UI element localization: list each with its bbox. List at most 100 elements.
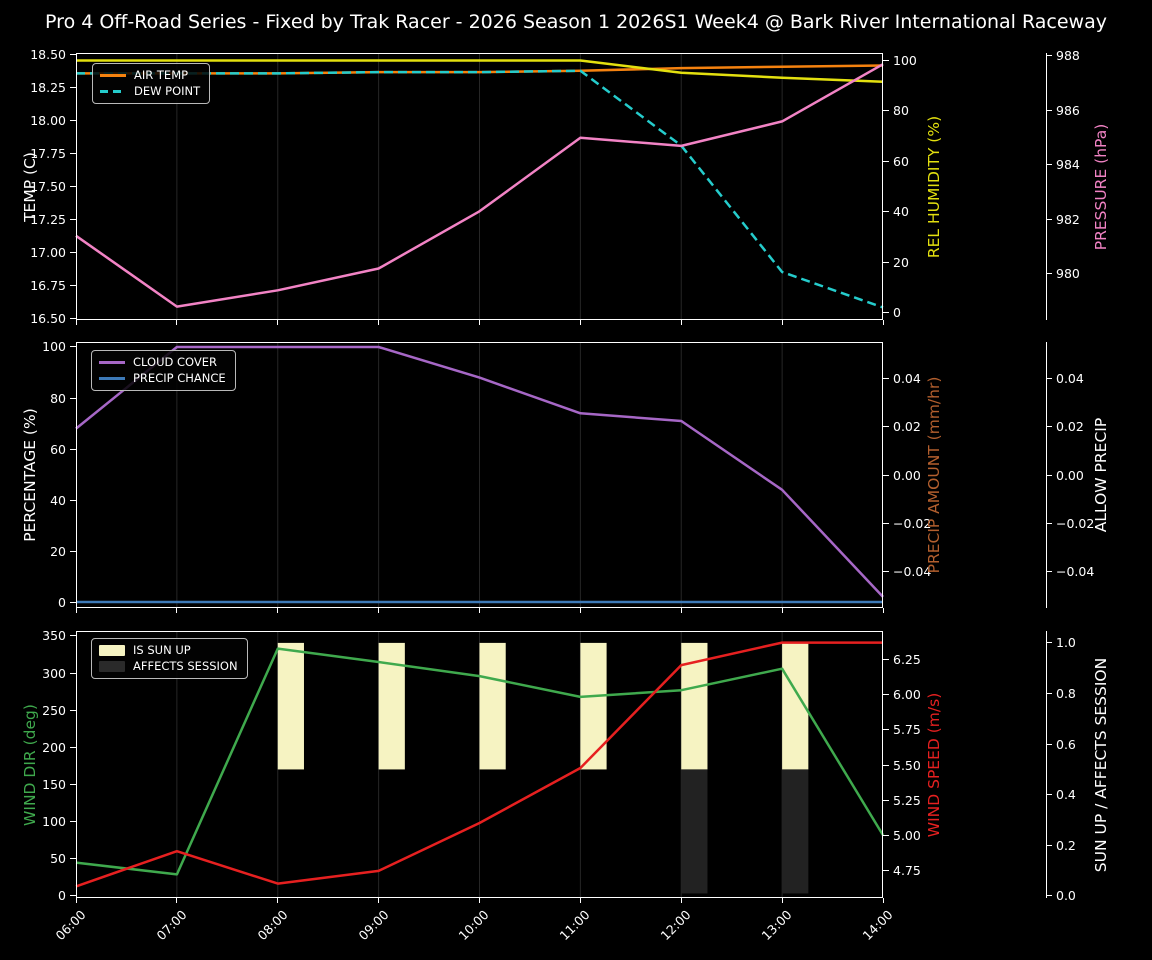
x-tick bbox=[378, 320, 380, 325]
wind-speed-m-s-tick bbox=[883, 870, 889, 872]
wind-speed-m-s-tick bbox=[883, 658, 889, 660]
air-temp-swatch bbox=[100, 73, 126, 78]
x-tick bbox=[277, 898, 279, 903]
temp-c-tick bbox=[70, 120, 76, 122]
wind-dir-deg-tick-label: 50 bbox=[50, 851, 66, 867]
precip-amount-mm-hr-tick bbox=[883, 377, 889, 379]
wind-speed-m-s-tick bbox=[883, 835, 889, 837]
rel-humidity-tick-label: 40 bbox=[893, 204, 909, 220]
legend-label: PRECIP CHANCE bbox=[133, 371, 226, 385]
cloud-cover-swatch bbox=[99, 360, 125, 365]
rel-humidity-tick bbox=[883, 211, 889, 213]
allow-precip-tick-label: 0.04 bbox=[1056, 370, 1084, 386]
sun-up-affects-session-tick-label: 0.6 bbox=[1056, 736, 1076, 752]
x-tick bbox=[277, 320, 279, 325]
wind-dir-deg-tick bbox=[70, 821, 76, 823]
legend-item-dew-point: DEW POINT bbox=[100, 85, 200, 98]
wind-dir-deg-tick bbox=[70, 709, 76, 711]
wind-dir-deg-tick bbox=[70, 672, 76, 674]
temp-c-tick bbox=[70, 251, 76, 253]
wind-dir-deg-tick bbox=[70, 746, 76, 748]
precip-amount-mm-hr-tick-label: 0.02 bbox=[893, 419, 921, 435]
x-tick bbox=[277, 608, 279, 613]
pressure-hpa-tick bbox=[1046, 109, 1052, 111]
wind-speed-m-s-tick bbox=[883, 799, 889, 801]
sun-up-affects-session-tick bbox=[1046, 895, 1052, 897]
rel-humidity-tick-label: 100 bbox=[893, 52, 917, 68]
wind-sun-legend: IS SUN UP AFFECTS SESSION bbox=[91, 638, 248, 679]
allow-precip-tick-label: 0.02 bbox=[1056, 419, 1084, 435]
pressure-hpa-tick bbox=[1046, 55, 1052, 57]
temp-c-tick-label: 17.00 bbox=[30, 244, 66, 260]
wind-speed-m-s-tick-label: 5.50 bbox=[893, 757, 921, 773]
percentage-tick-label: 100 bbox=[42, 339, 66, 355]
wind-sun-plot-area bbox=[75, 631, 885, 898]
precip-amount-mm-hr-tick bbox=[883, 571, 889, 573]
sun-up-affects-session-spine bbox=[1046, 631, 1047, 898]
cloud-cover-line bbox=[75, 345, 884, 598]
x-tick bbox=[579, 898, 581, 903]
is-sun-up-bar bbox=[277, 642, 304, 770]
allow-precip-tick bbox=[1046, 571, 1052, 573]
sun-up-affects-session-tick-label: 1.0 bbox=[1056, 635, 1076, 651]
dew-point-swatch bbox=[100, 89, 126, 94]
sun-up-affects-session-tick bbox=[1046, 794, 1052, 796]
wind-speed-m-s-tick bbox=[883, 694, 889, 696]
rel-humidity-tick bbox=[883, 312, 889, 314]
x-tick bbox=[176, 608, 178, 613]
legend-label: DEW POINT bbox=[134, 84, 201, 98]
x-tick bbox=[75, 898, 77, 903]
legend-item-precip-chance: PRECIP CHANCE bbox=[99, 372, 226, 385]
wind-speed-m-s-tick bbox=[883, 729, 889, 731]
precip-amount-mm-hr-tick-label: −0.04 bbox=[893, 564, 932, 580]
percentage-tick-label: 40 bbox=[50, 492, 66, 508]
x-tick bbox=[680, 320, 682, 325]
pressure-hpa-tick bbox=[1046, 273, 1052, 275]
is-sun-up-swatch bbox=[99, 645, 125, 656]
x-tick bbox=[781, 898, 783, 903]
wind-speed-m-s-tick-label: 5.75 bbox=[893, 722, 921, 738]
x-tick-label: 14:00 bbox=[859, 907, 896, 944]
x-tick bbox=[579, 320, 581, 325]
wind-speed-m-s-tick bbox=[883, 764, 889, 766]
wind-dir-deg-tick-label: 350 bbox=[42, 628, 66, 644]
rel-humidity-tick-label: 0 bbox=[893, 305, 901, 321]
x-tick-label: 13:00 bbox=[758, 907, 795, 944]
wind-speed-line bbox=[75, 641, 883, 888]
pressure-hpa-tick bbox=[1046, 218, 1052, 220]
wind-dir-deg-tick-label: 100 bbox=[42, 814, 66, 830]
x-tick-label: 08:00 bbox=[254, 907, 291, 944]
temp-c-tick bbox=[70, 186, 76, 187]
sun-up-affects-session-tick-label: 0.8 bbox=[1056, 686, 1076, 701]
temp-c-tick-label: 16.50 bbox=[30, 310, 66, 326]
plot-border bbox=[76, 342, 883, 608]
x-tick bbox=[479, 320, 480, 325]
temp-c-tick-label: 17.75 bbox=[30, 146, 66, 162]
rel-humidity-tick-label: 20 bbox=[893, 254, 909, 270]
pressure-hpa-tick-label: 984 bbox=[1056, 157, 1080, 173]
x-tick-label: 12:00 bbox=[657, 907, 694, 944]
x-tick bbox=[75, 320, 77, 325]
x-tick bbox=[680, 898, 682, 903]
pressure-hpa-tick-label: 982 bbox=[1056, 211, 1080, 227]
x-tick bbox=[781, 608, 783, 613]
percentage-tick bbox=[70, 346, 76, 348]
rel-humidity-tick bbox=[883, 261, 889, 263]
x-tick bbox=[579, 608, 581, 613]
sun-up-affects-session-tick bbox=[1046, 693, 1052, 694]
wind-dir-deg-tick-label: 250 bbox=[42, 702, 66, 718]
legend-item-air-temp: AIR TEMP bbox=[100, 69, 200, 82]
precip-amount-mm-hr-tick bbox=[883, 522, 889, 524]
legend-item-affects-session: AFFECTS SESSION bbox=[99, 660, 238, 673]
x-tick bbox=[479, 898, 480, 903]
wind-speed-m-s-tick-label: 4.75 bbox=[893, 863, 921, 879]
x-tick bbox=[378, 608, 380, 613]
allow-precip-tick bbox=[1046, 377, 1052, 379]
wind-dir-deg-tick bbox=[70, 895, 76, 897]
temp-c-tick bbox=[70, 153, 76, 155]
sun-up-affects-session-tick-label: 0.0 bbox=[1056, 888, 1076, 904]
sun-up-affects-session-tick bbox=[1046, 642, 1052, 644]
